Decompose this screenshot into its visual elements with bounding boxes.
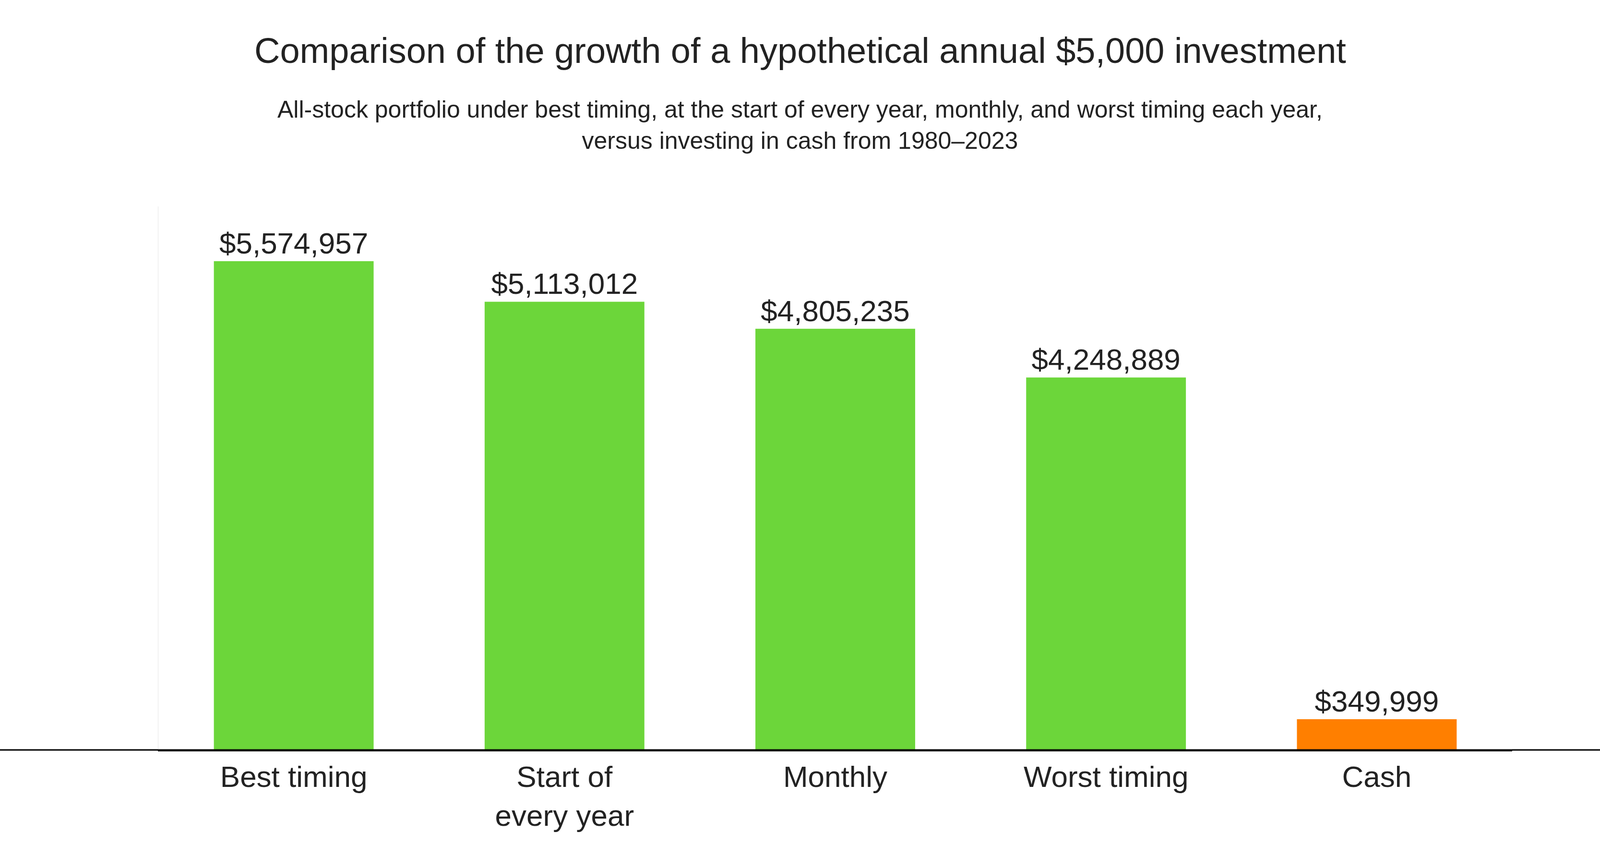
svg-text:Monthly: Monthly [783,759,888,793]
svg-text:$5,113,012: $5,113,012 [490,266,638,300]
svg-text:$4,248,889: $4,248,889 [1031,342,1181,376]
svg-text:Start ofevery year: Start ofevery year [495,759,634,832]
svg-text:Comparison of the growth of a: Comparison of the growth of a hypothetic… [254,30,1347,71]
svg-text:$5,574,957: $5,574,957 [219,226,369,260]
svg-text:Worst timing: Worst timing [1023,759,1189,793]
svg-text:All-stock portfolio under best: All-stock portfolio under best timing, a… [277,95,1323,155]
svg-text:$4,805,235: $4,805,235 [760,294,910,328]
svg-text:$349,999: $349,999 [1314,684,1440,718]
svg-text:Best timing: Best timing [220,759,368,793]
svg-text:Cash: Cash [1342,759,1412,793]
